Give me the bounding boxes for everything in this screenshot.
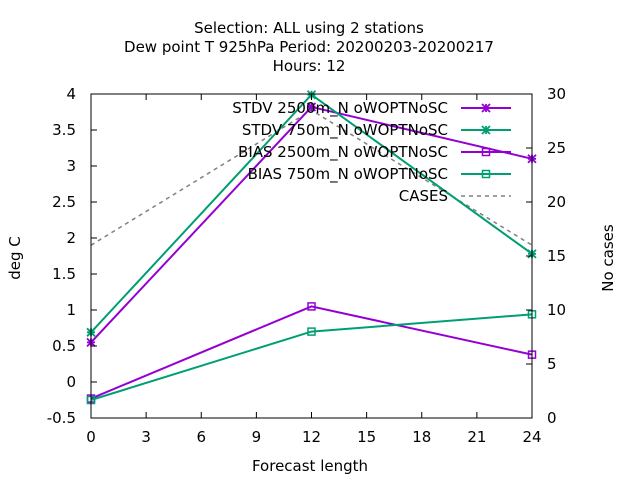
x-tick-label: 6 bbox=[196, 428, 206, 446]
x-tick-label: 24 bbox=[522, 428, 541, 446]
legend-entry-4: BIAS 750m_N oWOPTNoSC bbox=[248, 165, 511, 184]
series-line bbox=[90, 305, 533, 400]
y2-tick-label: 25 bbox=[547, 139, 566, 157]
title-line-3: Hours: 12 bbox=[273, 57, 346, 75]
legend-label: BIAS 2500m_N oWOPTNoSC bbox=[238, 143, 448, 162]
marker-glyph bbox=[307, 327, 316, 336]
legend-entry-2: STDV 750m_N oWOPTNoSC bbox=[242, 121, 511, 140]
x-tick-label: 21 bbox=[467, 428, 486, 446]
y-tick-label: 0.5 bbox=[52, 337, 76, 355]
series-4 bbox=[86, 310, 537, 405]
y2-axis-label: No cases bbox=[599, 224, 617, 292]
x-tick-label: 15 bbox=[357, 428, 376, 446]
y-tick-label: 2.5 bbox=[52, 193, 76, 211]
data-point bbox=[307, 327, 316, 336]
y-tick-label: 2 bbox=[66, 229, 76, 247]
y-axis-label: deg C bbox=[6, 236, 24, 280]
y2-tick-label: 30 bbox=[547, 85, 566, 103]
marker-glyph bbox=[481, 169, 491, 179]
tick-layer: 0 3 6 9 12 15 18 21 24 -0.5 0 0.5 1 1.5 2 2.5 3 3.5 4 0 5 10 1… bbox=[47, 85, 566, 446]
legend-marker bbox=[481, 147, 491, 157]
y2-tick-label: 20 bbox=[547, 193, 566, 211]
legend-label: BIAS 750m_N oWOPTNoSC bbox=[248, 165, 448, 184]
x-tick-label: 9 bbox=[252, 428, 262, 446]
y-tick-label: 3.5 bbox=[52, 121, 76, 139]
legend-label: STDV 750m_N oWOPTNoSC bbox=[242, 121, 448, 140]
x-tick-label: 12 bbox=[302, 428, 321, 446]
series-3 bbox=[86, 302, 537, 403]
marker-glyph bbox=[306, 102, 317, 112]
marker-glyph bbox=[481, 125, 491, 135]
legend-label: STDV 2500m_N oWOPTNoSC bbox=[232, 99, 448, 118]
title-line-2: Dew point T 925hPa Period: 20200203-2020… bbox=[124, 38, 494, 56]
data-point bbox=[306, 102, 317, 112]
y-tick-label: 0 bbox=[66, 373, 76, 391]
x-tick-label: 3 bbox=[141, 428, 151, 446]
legend-entry-1: STDV 2500m_N oWOPTNoSC bbox=[232, 99, 511, 118]
legend-label: CASES bbox=[399, 187, 448, 205]
series-line bbox=[90, 313, 533, 401]
y2-tick-label: 10 bbox=[547, 301, 566, 319]
legend-marker bbox=[481, 103, 491, 113]
y-tick-label: 3 bbox=[66, 157, 76, 175]
legend-entry-5: CASES bbox=[399, 187, 511, 205]
y-tick-label: 4 bbox=[66, 85, 76, 103]
data-point bbox=[307, 302, 316, 311]
marker-glyph bbox=[481, 147, 491, 157]
legend-marker bbox=[481, 125, 491, 135]
y-tick-label: 1 bbox=[66, 301, 76, 319]
chart-title: Selection: ALL using 2 stations Dew poin… bbox=[124, 19, 494, 75]
y-tick-label: 1.5 bbox=[52, 265, 76, 283]
marker-glyph bbox=[307, 302, 316, 311]
y2-tick-label: 15 bbox=[547, 247, 566, 265]
y2-tick-label: 5 bbox=[547, 355, 557, 373]
title-line-1: Selection: ALL using 2 stations bbox=[194, 19, 424, 37]
y-tick-label: -0.5 bbox=[47, 409, 76, 427]
x-tick-label: 0 bbox=[86, 428, 96, 446]
legend-marker bbox=[481, 169, 491, 179]
x-tick-label: 18 bbox=[412, 428, 431, 446]
legend: STDV 2500m_N oWOPTNoSC STDV 750m_N oWOPTN… bbox=[232, 99, 511, 205]
marker-glyph bbox=[481, 103, 491, 113]
legend-entry-3: BIAS 2500m_N oWOPTNoSC bbox=[238, 143, 511, 162]
x-axis-label: Forecast length bbox=[252, 457, 368, 475]
y2-tick-label: 0 bbox=[547, 409, 557, 427]
